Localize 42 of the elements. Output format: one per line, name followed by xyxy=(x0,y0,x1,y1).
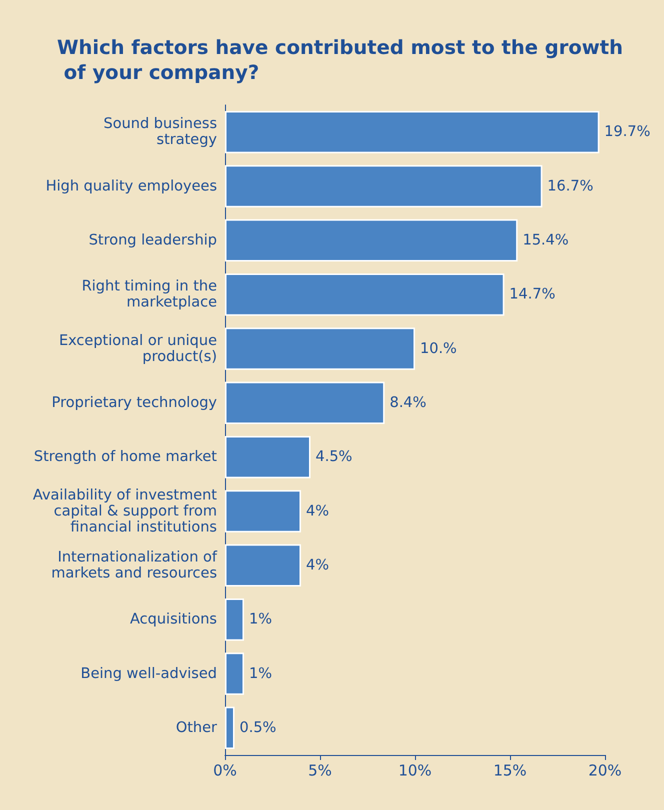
data-label: 16.7% xyxy=(547,178,594,194)
x-tick-label: 10% xyxy=(398,762,432,780)
bar xyxy=(225,598,244,641)
bar xyxy=(225,490,301,532)
data-label: 1% xyxy=(249,666,272,682)
x-tick-label: 0% xyxy=(213,762,237,780)
bar xyxy=(225,436,310,478)
y-tick-label: Exceptional or unique product(s) xyxy=(58,332,218,365)
y-tick-label: Right timing in the marketplace xyxy=(82,278,218,311)
y-tick-label: Strength of home market xyxy=(34,449,218,466)
bar xyxy=(225,706,234,750)
data-label: 1% xyxy=(249,612,272,628)
y-tick-label: High quality employees xyxy=(46,178,217,194)
bar xyxy=(225,165,542,208)
y-tick-label: Other xyxy=(176,720,218,736)
data-label: 19.7% xyxy=(604,124,650,140)
data-label: 8.4% xyxy=(390,394,426,411)
y-tick-label: Acquisitions xyxy=(130,612,217,628)
bar xyxy=(225,544,301,587)
data-label: 15.4% xyxy=(522,232,569,248)
x-tick-label: 15% xyxy=(493,762,527,780)
data-label: 0.5% xyxy=(240,720,276,736)
y-tick-label: Internationalization of markets and resources xyxy=(51,549,218,582)
bar xyxy=(225,219,518,262)
x-tick-label: 20% xyxy=(588,762,622,780)
bar xyxy=(225,110,600,154)
data-label: 4% xyxy=(306,503,330,520)
bar xyxy=(225,382,385,424)
data-label: 4.5% xyxy=(316,449,352,466)
y-tick-label: Availability of investment capital & support from financial institutions xyxy=(32,487,218,536)
bar xyxy=(225,652,244,695)
y-tick-label: Strong leadership xyxy=(88,232,217,248)
data-label: 4% xyxy=(306,557,330,574)
y-tick-label: Being well-advised xyxy=(80,666,217,682)
chart-title: Which factors have contributed most to the growth of your company? xyxy=(57,36,623,84)
bar xyxy=(225,328,415,370)
data-label: 10.% xyxy=(420,340,457,357)
x-tick-label: 5% xyxy=(308,762,332,780)
y-tick-label: Proprietary technology xyxy=(52,394,218,411)
bar xyxy=(225,273,504,316)
y-tick-label: Sound business strategy xyxy=(104,116,218,148)
data-label: 14.7% xyxy=(509,286,556,303)
